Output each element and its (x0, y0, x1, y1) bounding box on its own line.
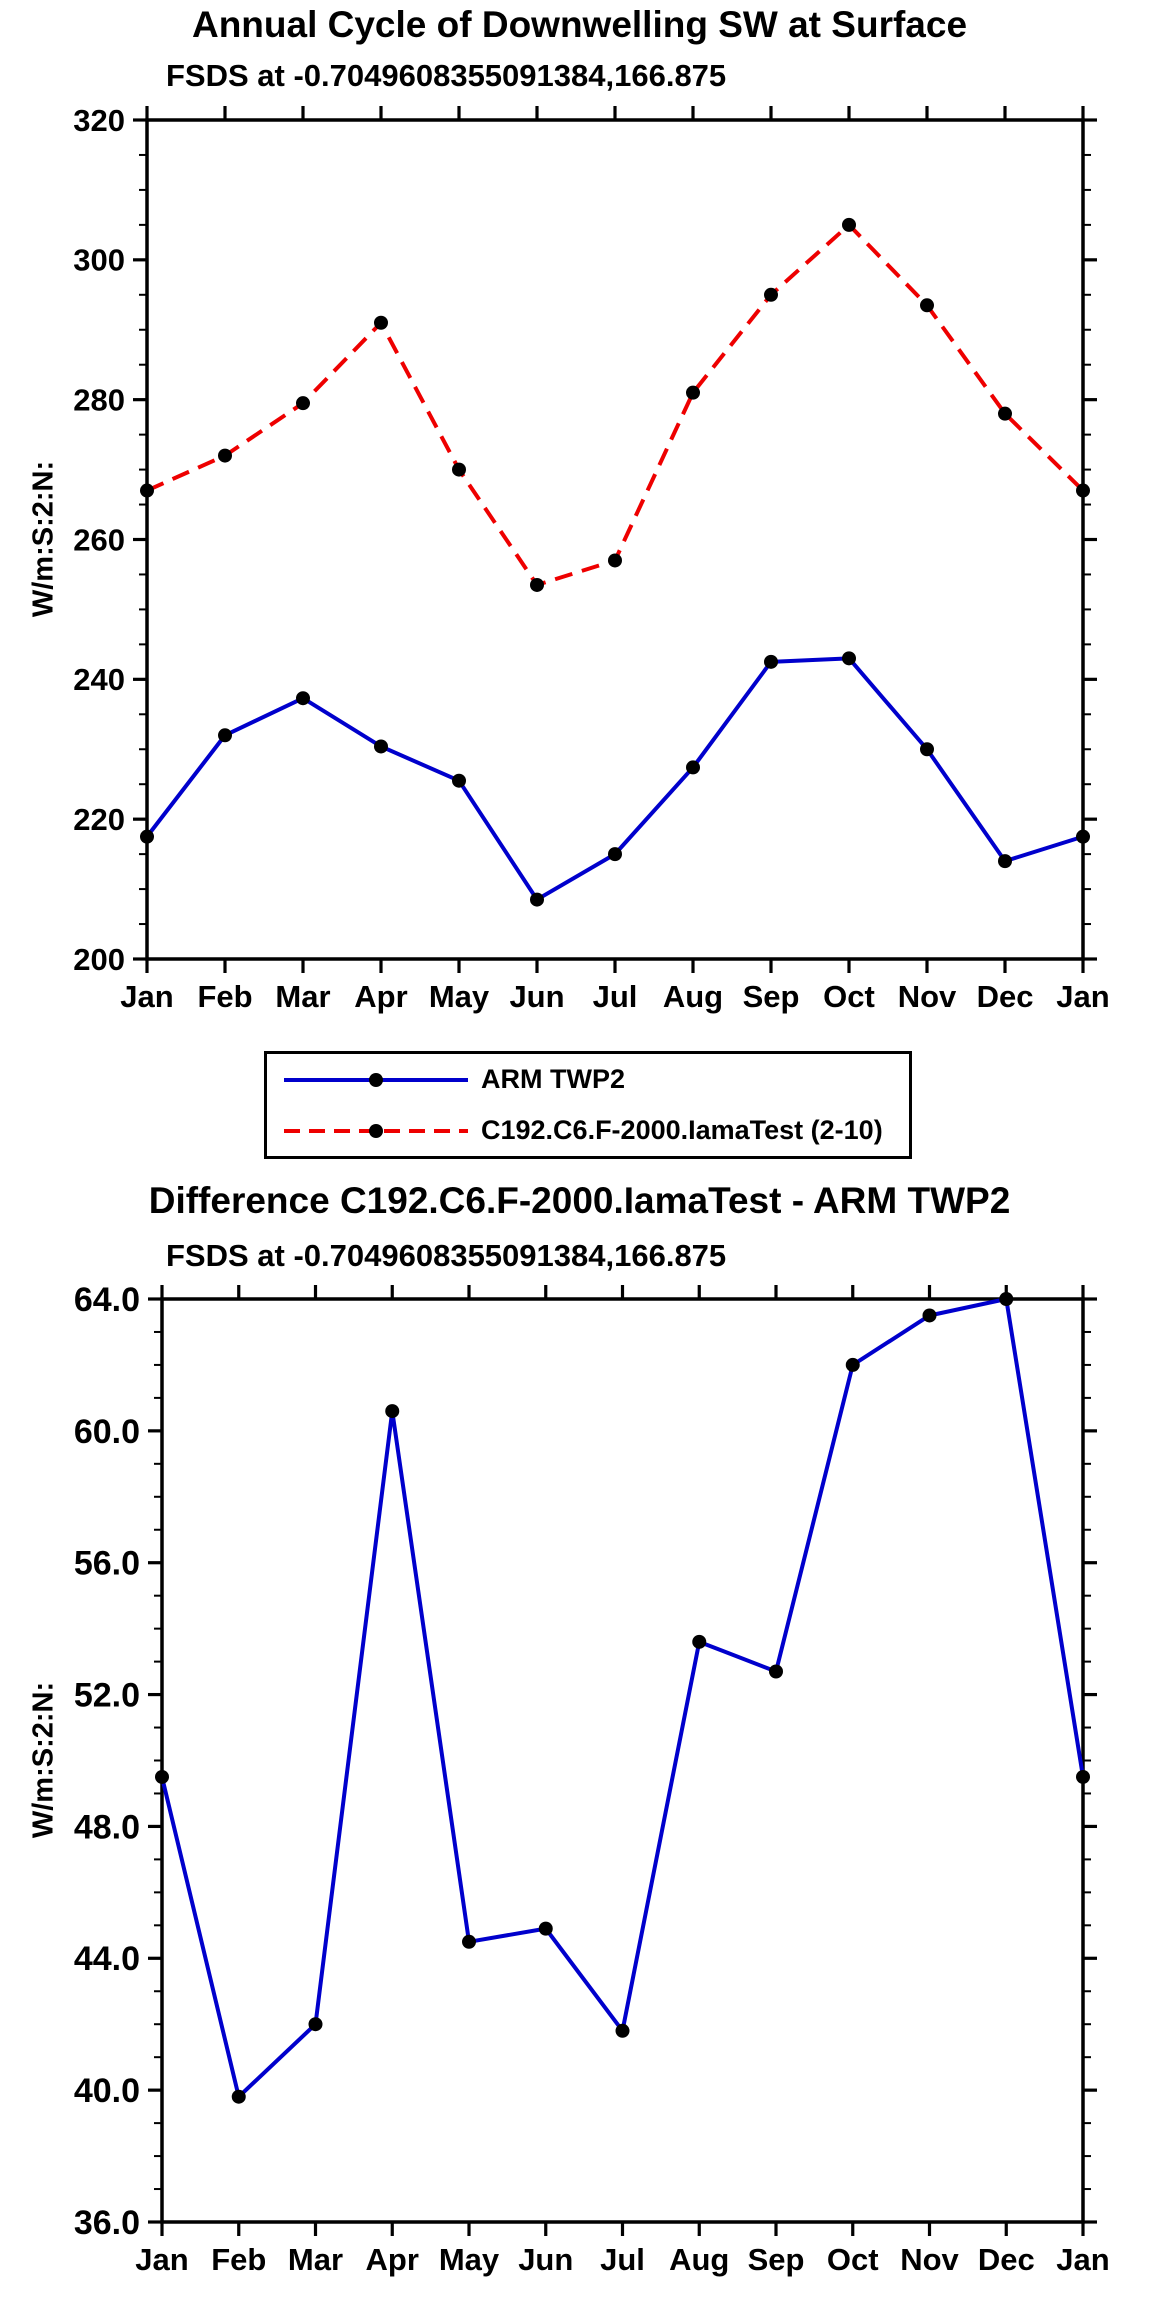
difference-y-tick-label: 60.0 (74, 1413, 140, 1451)
difference-y-tick-label: 56.0 (74, 1545, 140, 1583)
annual-cycle-x-axis: Jan Feb Mar Apr May Jun Jul Aug Sep Oct Nov Dec Jan (120, 106, 1110, 1014)
annual-cycle-x-tick-label: Sep (743, 979, 800, 1014)
annual-cycle-y-tick-label: 240 (73, 662, 125, 697)
annual-cycle-x-tick-label: Dec (977, 979, 1034, 1014)
difference-x-tick-label: Mar (288, 2242, 343, 2277)
annual-cycle-y-tick-label: 300 (73, 243, 125, 278)
annual-cycle-minor-ticks (139, 153, 1091, 926)
annual-cycle-y-tick-label: 280 (73, 383, 125, 418)
difference-x-tick-label: Dec (978, 2242, 1035, 2277)
annual-cycle-y-tick-label: 220 (73, 802, 125, 837)
annual-cycle-y-tick-label: 320 (73, 103, 125, 138)
annual-cycle-y-tick-label: 200 (73, 942, 125, 977)
markers-arm-twp2 (140, 651, 1090, 907)
annual-cycle-x-tick-label: Mar (275, 979, 330, 1014)
legend-entry-arm-twp2: ARM TWP2 (267, 1054, 909, 1105)
annual-cycle-x-tick-label: May (429, 979, 490, 1014)
difference-y-tick-label: 64.0 (74, 1281, 140, 1319)
difference-x-tick-label: Jul (600, 2242, 645, 2277)
legend-label-model: C192.C6.F-2000.IamaTest (2-10) (481, 1115, 883, 1145)
annual-cycle-x-tick-label: Feb (197, 979, 252, 1014)
annual-cycle-x-tick-label: Apr (354, 979, 407, 1014)
annual-cycle-x-tick-label: Oct (823, 979, 875, 1014)
legend-line-sample-model (284, 1123, 468, 1138)
difference-x-tick-label: Apr (366, 2242, 419, 2277)
legend-box: ARM TWP2 C192.C6.F-2000.IamaTest (2-10) (264, 1051, 912, 1159)
chart2-subtitle: FSDS at -0.7049608355091384,166.875 (166, 1238, 727, 1273)
chart2-title: Difference C192.C6.F-2000.IamaTest - ARM… (148, 1180, 1011, 1221)
annual-cycle-x-tick-label: Aug (663, 979, 723, 1014)
annual-cycle-x-tick-label: Jun (509, 979, 564, 1014)
difference-y-tick-label: 36.0 (74, 2204, 140, 2242)
difference-y-tick-label: 48.0 (74, 1808, 140, 1846)
difference-minor-ticks (154, 1330, 1091, 2191)
annual-cycle-x-tick-label: Jan (120, 979, 173, 1014)
difference-x-tick-label: Feb (211, 2242, 266, 2277)
difference-x-tick-label: Jun (518, 2242, 573, 2277)
difference-y-axis: 36.0 40.0 44.0 48.0 52.0 56.0 60.0 64.0 (74, 1281, 1097, 2242)
difference-x-tick-label: Oct (827, 2242, 879, 2277)
legend-entry-model: C192.C6.F-2000.IamaTest (2-10) (267, 1105, 909, 1156)
difference-x-tick-label: Jan (135, 2242, 188, 2277)
line-series-arm-twp2 (145, 656, 1084, 902)
difference-y-tick-label: 44.0 (74, 1940, 140, 1978)
difference-x-tick-label: May (439, 2242, 500, 2277)
difference-x-axis: Jan Feb Mar Apr May Jun Jul Aug Sep Oct Nov Dec Jan (135, 1285, 1110, 2277)
chart1-y-axis-label: W/m:S:2:N: (27, 460, 60, 618)
markers-c192-c6-f-2000-iamatest-arm-twp2 (155, 1292, 1090, 2104)
difference-y-tick-label: 52.0 (74, 1676, 140, 1714)
difference-x-tick-label: Jan (1056, 2242, 1109, 2277)
annual-cycle-x-tick-label: Jul (593, 979, 638, 1014)
annual-cycle-x-tick-label: Nov (898, 979, 957, 1014)
line-series-c192-c6-f-2000-iamatest-2-10 (146, 222, 1085, 587)
difference-frame (160, 1297, 1085, 2224)
annual-cycle-x-tick-label: Jan (1056, 979, 1109, 1014)
difference-x-tick-label: Nov (900, 2242, 959, 2277)
chart1-subtitle: FSDS at -0.7049608355091384,166.875 (166, 58, 727, 93)
line-series-c192-c6-f-2000-iamatest-arm-twp2 (160, 1297, 1085, 2099)
difference-x-tick-label: Sep (748, 2242, 805, 2277)
chart2-y-axis-label: W/m:S:2:N: (27, 1681, 60, 1839)
annual-cycle-y-axis: 200 220 240 260 280 300 320 (73, 103, 1097, 977)
annual-cycle-y-tick-label: 260 (73, 522, 125, 557)
annual-cycle-frame (145, 118, 1085, 961)
legend-line-sample-arm-twp2 (284, 1072, 468, 1087)
markers-c192-c6-f-2000-iamatest-2-10 (140, 217, 1090, 592)
difference-y-tick-label: 40.0 (74, 2072, 140, 2110)
chart-difference: 36.0 40.0 44.0 48.0 52.0 56.0 60.0 64.0 Jan Feb Ma… (74, 1281, 1110, 2277)
legend-label-arm-twp2: ARM TWP2 (481, 1064, 625, 1094)
difference-x-tick-label: Aug (669, 2242, 729, 2277)
chart1-title: Annual Cycle of Downwelling SW at Surfac… (191, 4, 968, 45)
